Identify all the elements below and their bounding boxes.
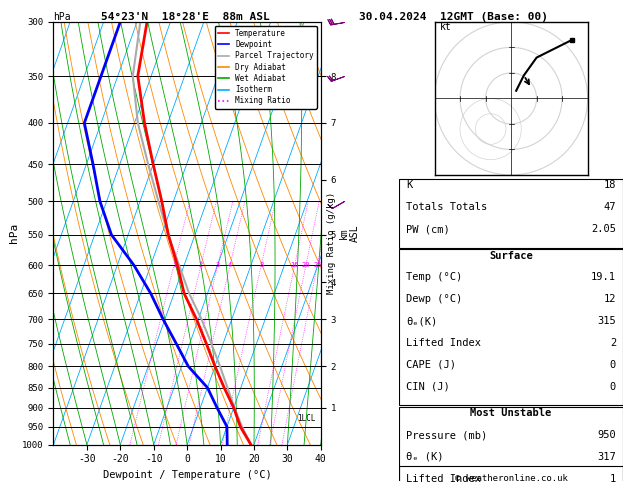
X-axis label: Dewpoint / Temperature (°C): Dewpoint / Temperature (°C) <box>103 470 272 480</box>
Text: 20: 20 <box>302 262 310 268</box>
Text: hPa: hPa <box>53 12 71 22</box>
Text: 19.1: 19.1 <box>591 273 616 282</box>
Text: CAPE (J): CAPE (J) <box>406 360 456 370</box>
Text: 1: 1 <box>172 262 176 268</box>
Text: Lifted Index: Lifted Index <box>406 474 481 484</box>
Text: 12: 12 <box>603 295 616 304</box>
Text: 2: 2 <box>610 338 616 348</box>
Text: Temp (°C): Temp (°C) <box>406 273 462 282</box>
Legend: Temperature, Dewpoint, Parcel Trajectory, Dry Adiabat, Wet Adiabat, Isotherm, Mi: Temperature, Dewpoint, Parcel Trajectory… <box>214 26 317 108</box>
Text: θₑ (K): θₑ (K) <box>406 452 443 462</box>
Text: Totals Totals: Totals Totals <box>406 202 487 212</box>
Text: 4: 4 <box>228 262 232 268</box>
Text: © weatheronline.co.uk: © weatheronline.co.uk <box>455 473 567 483</box>
Text: 3: 3 <box>216 262 220 268</box>
Text: 0: 0 <box>610 360 616 370</box>
Text: Mixing Ratio (g/kg): Mixing Ratio (g/kg) <box>327 192 336 294</box>
Text: Surface: Surface <box>489 251 533 260</box>
Text: 18: 18 <box>603 180 616 191</box>
Text: CIN (J): CIN (J) <box>406 382 450 392</box>
Text: 315: 315 <box>598 316 616 326</box>
Text: θₑ(K): θₑ(K) <box>406 316 437 326</box>
Y-axis label: km
ASL: km ASL <box>338 225 360 242</box>
Text: 0: 0 <box>610 382 616 392</box>
Text: Lifted Index: Lifted Index <box>406 338 481 348</box>
Text: Dewp (°C): Dewp (°C) <box>406 295 462 304</box>
Text: 2.05: 2.05 <box>591 224 616 234</box>
Text: 1LCL: 1LCL <box>297 414 316 423</box>
Text: 54°23'N  18°28'E  88m ASL: 54°23'N 18°28'E 88m ASL <box>101 12 269 22</box>
Text: Most Unstable: Most Unstable <box>470 408 552 418</box>
Text: 47: 47 <box>603 202 616 212</box>
Text: Pressure (mb): Pressure (mb) <box>406 430 487 440</box>
Text: 30.04.2024  12GMT (Base: 00): 30.04.2024 12GMT (Base: 00) <box>359 12 547 22</box>
Text: PW (cm): PW (cm) <box>406 224 450 234</box>
Text: 25: 25 <box>313 262 321 268</box>
Text: 317: 317 <box>598 452 616 462</box>
Text: 16: 16 <box>291 262 299 268</box>
Text: 2: 2 <box>199 262 203 268</box>
Text: kt: kt <box>440 21 452 32</box>
Text: 950: 950 <box>598 430 616 440</box>
Text: 1: 1 <box>610 474 616 484</box>
Text: K: K <box>406 180 413 191</box>
Text: 8: 8 <box>259 262 264 268</box>
Y-axis label: hPa: hPa <box>9 223 19 243</box>
